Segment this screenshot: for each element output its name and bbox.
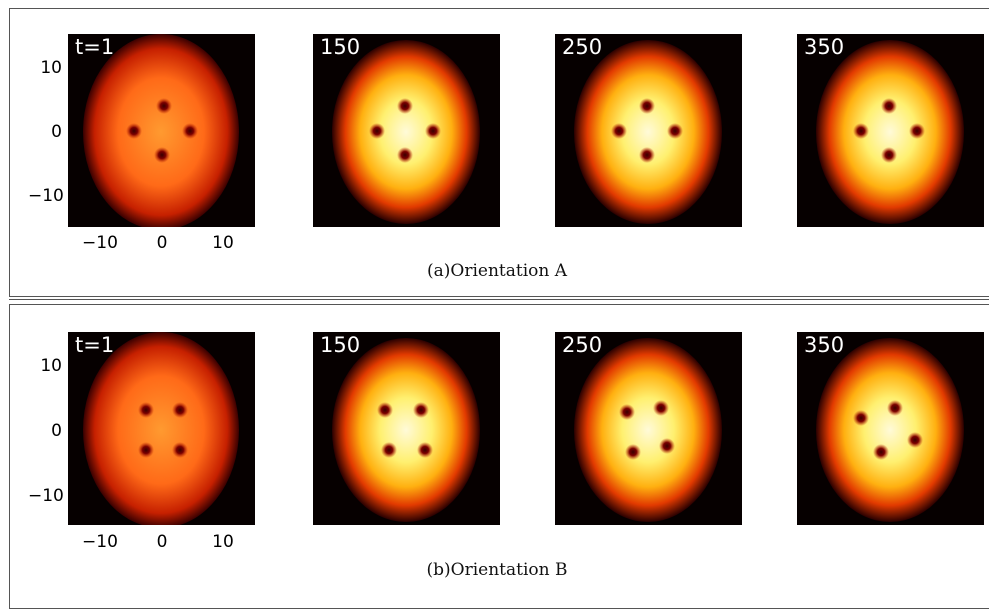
y-tick-label: 10 [40,58,62,78]
density-image [574,40,722,224]
density-frame-b1: t=1 [68,332,255,525]
density-image [83,34,239,227]
time-label: 250 [562,35,603,59]
caption-a: (a)Orientation A [426,261,567,281]
density-image [83,332,239,525]
density-image [574,338,722,522]
density-frame-b2: 150 [313,332,500,525]
y-tick-label: 0 [51,122,62,142]
density-image [332,40,480,224]
density-image [332,338,480,522]
density-image [816,338,964,522]
density-frame-b4: 350 [797,332,984,525]
time-label: 250 [562,333,603,357]
density-image [816,40,964,224]
density-frame-b3: 250 [555,332,742,525]
x-tick-label: 10 [212,233,234,253]
y-tick-label: −10 [28,186,64,206]
x-tick-label: −10 [82,233,118,253]
time-label: t=1 [75,35,115,59]
x-tick-label: −10 [82,532,118,552]
y-tick-label: −10 [28,486,64,506]
density-frame-a4: 350 [797,34,984,227]
caption-b: (b)Orientation B [426,560,568,580]
x-tick-label: 10 [212,532,234,552]
x-tick-label: 0 [156,532,168,552]
time-label: 150 [320,333,361,357]
y-tick-label: 10 [40,356,62,376]
time-label: 150 [320,35,361,59]
time-label: 350 [804,333,845,357]
panel-divider [9,299,989,300]
time-label: t=1 [75,333,115,357]
x-tick-label: 0 [156,233,168,253]
time-label: 350 [804,35,845,59]
density-frame-a1: t=1 [68,34,255,227]
density-frame-a3: 250 [555,34,742,227]
density-frame-a2: 150 [313,34,500,227]
y-tick-label: 0 [51,421,62,441]
